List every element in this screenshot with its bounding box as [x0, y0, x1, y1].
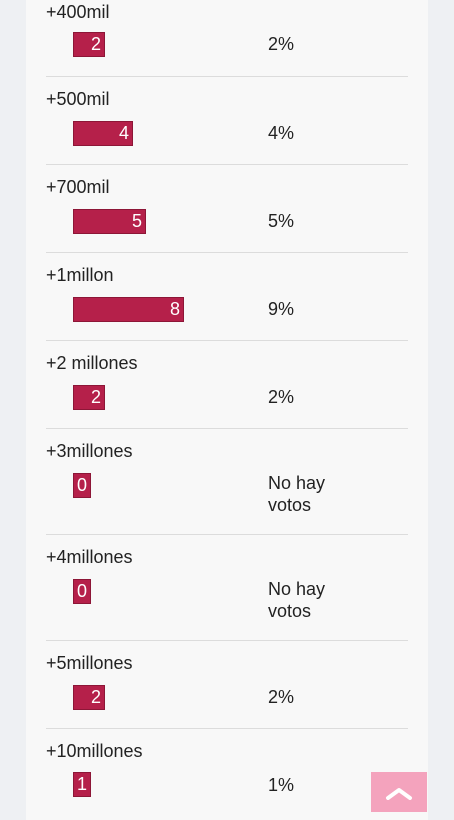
- vote-percent: 5%: [268, 211, 295, 231]
- scroll-to-top-button[interactable]: [371, 772, 427, 812]
- poll-option: +1millon 8 9%: [46, 253, 408, 341]
- poll-option: +10millones 1 1%: [46, 729, 408, 817]
- vote-percent: No hay votos: [268, 473, 326, 515]
- vote-bar: 5: [73, 209, 146, 234]
- vote-bar: 1: [73, 772, 91, 797]
- poll-option: +5millones 2 2%: [46, 641, 408, 729]
- poll-option: +3millones 0 No hay votos: [46, 429, 408, 535]
- poll-option-label: +4millones: [46, 547, 133, 567]
- poll-results-card: +400mil 2 2% +500mil 4 4% +700mil 5 5% +…: [26, 0, 428, 820]
- poll-option-label: +2 millones: [46, 353, 138, 373]
- vote-bar: 2: [73, 32, 105, 57]
- vote-percent: 2%: [268, 387, 295, 407]
- vote-percent: 9%: [268, 299, 295, 319]
- poll-option-label: +10millones: [46, 741, 143, 761]
- chevron-up-icon: [386, 788, 412, 800]
- poll-option-label: +5millones: [46, 653, 133, 673]
- poll-option-label: +500mil: [46, 89, 110, 109]
- vote-percent: 4%: [268, 123, 295, 143]
- vote-bar: 2: [73, 385, 105, 410]
- vote-bar: 4: [73, 121, 133, 146]
- poll-option: +700mil 5 5%: [46, 165, 408, 253]
- vote-bar: 0: [73, 579, 91, 604]
- vote-percent: 1%: [268, 775, 295, 795]
- vote-bar: 2: [73, 685, 105, 710]
- poll-option-label: +1millon: [46, 265, 114, 285]
- poll-option-label: +700mil: [46, 177, 110, 197]
- vote-percent: 2%: [268, 687, 295, 707]
- poll-option-label: +400mil: [46, 2, 110, 22]
- poll-option: +2 millones 2 2%: [46, 341, 408, 429]
- vote-bar: 0: [73, 473, 91, 498]
- poll-option: +400mil 2 2%: [46, 0, 408, 77]
- poll-option: +500mil 4 4%: [46, 77, 408, 165]
- poll-results: +400mil 2 2% +500mil 4 4% +700mil 5 5% +…: [46, 0, 408, 817]
- vote-percent: 2%: [268, 34, 295, 54]
- vote-bar: 8: [73, 297, 184, 322]
- vote-percent: No hay votos: [268, 579, 326, 621]
- poll-option: +4millones 0 No hay votos: [46, 535, 408, 641]
- poll-option-label: +3millones: [46, 441, 133, 461]
